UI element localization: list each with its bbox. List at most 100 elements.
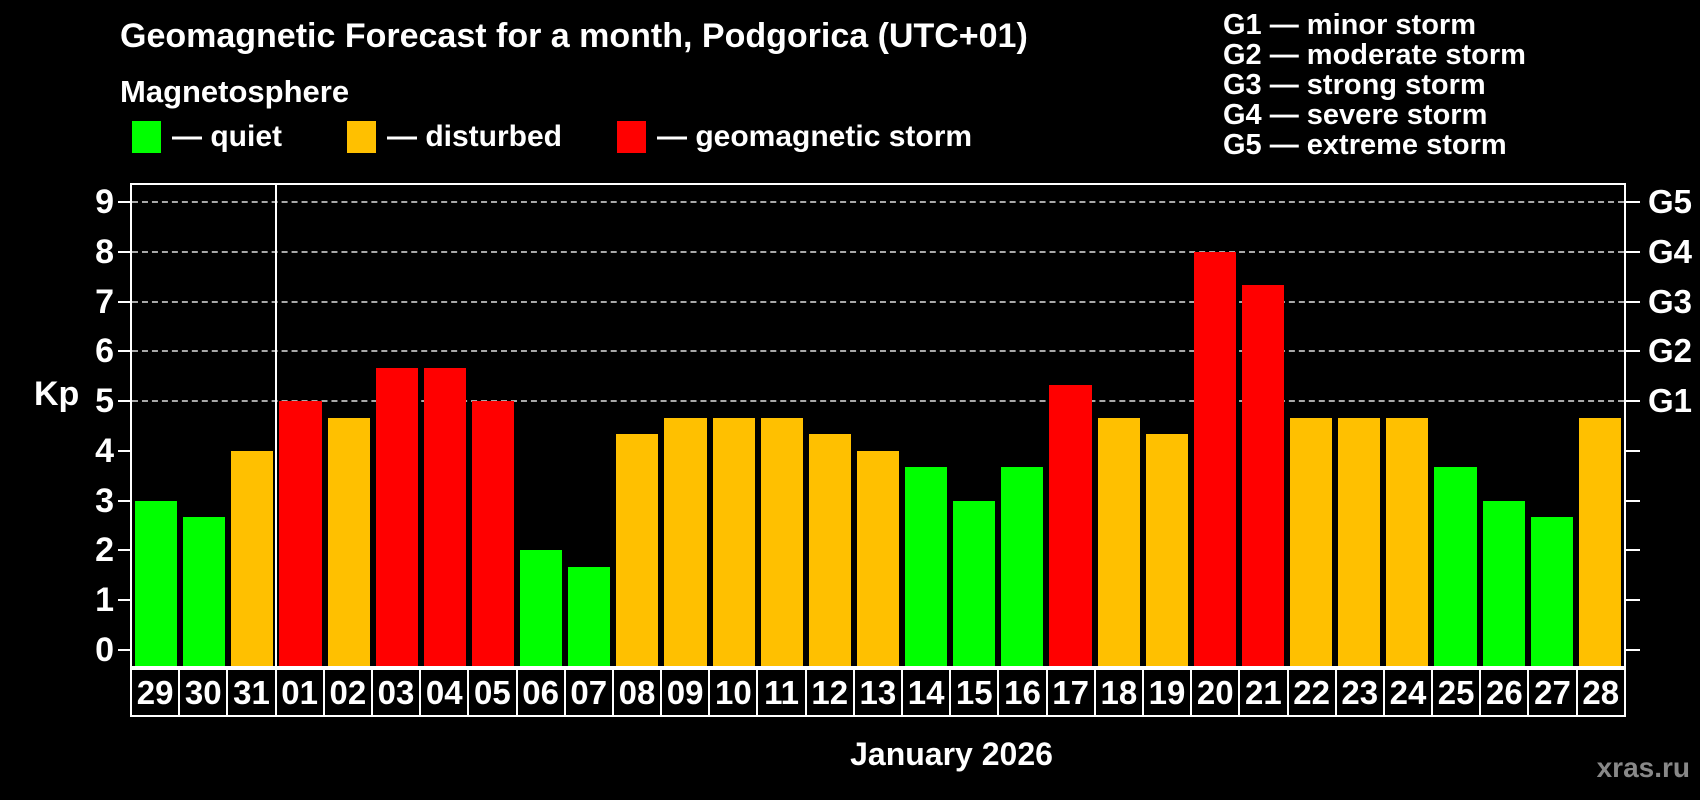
day-cell-20: 20 <box>1190 670 1238 715</box>
kp-bar-day-07 <box>568 566 611 666</box>
kp-bar-day-18 <box>1097 417 1140 666</box>
y-tick-left-0 <box>118 649 130 651</box>
day-cell-16: 16 <box>997 670 1045 715</box>
legend-item-disturbed: — disturbed <box>347 121 562 153</box>
y-tick-right-4 <box>1626 449 1640 452</box>
kp-bar-day-08 <box>616 434 659 666</box>
gridline-kp-6 <box>132 350 1624 353</box>
right-axis-label-g2: G2 <box>1648 332 1693 370</box>
x-axis-day-cells: 29 30 31 01 02 03 04 05 06 07 08 09 10 11 12 13 14 15 16 17… <box>130 668 1626 717</box>
y-tick-right-0 <box>1626 649 1640 651</box>
day-cell-26: 26 <box>1479 670 1527 715</box>
y-tick-label-3: 3 <box>95 481 114 520</box>
kp-bar-day-01 <box>279 401 322 666</box>
kp-bar-day-25 <box>1434 467 1477 666</box>
g-legend-line-g2: G2 — moderate storm <box>1223 39 1526 71</box>
gridline-kp-8 <box>132 250 1624 253</box>
kp-bar-day-29 <box>135 500 178 666</box>
legend-label-disturbed: — disturbed <box>387 120 563 153</box>
day-cell-03: 03 <box>370 670 419 715</box>
y-tick-label-2: 2 <box>95 531 114 570</box>
y-tick-right-1 <box>1626 599 1640 602</box>
day-cell-01: 01 <box>274 670 323 715</box>
day-cell-08: 08 <box>611 670 660 715</box>
g-legend-line-g3: G3 — strong storm <box>1223 69 1486 101</box>
day-cell-22: 22 <box>1286 670 1335 715</box>
day-cell-23: 23 <box>1334 670 1383 715</box>
right-axis-label-g1: G1 <box>1648 382 1693 420</box>
kp-bar-day-02 <box>327 417 370 666</box>
y-tick-right-2 <box>1626 549 1640 552</box>
kp-bar-day-13 <box>856 450 900 666</box>
y-tick-label-4: 4 <box>95 431 114 470</box>
y-tick-label-0: 0 <box>95 631 114 669</box>
kp-bar-day-06 <box>520 550 563 666</box>
day-cell-27: 27 <box>1527 670 1575 715</box>
kp-bar-day-19 <box>1145 434 1188 666</box>
day-cell-18: 18 <box>1093 670 1142 715</box>
kp-bar-day-14 <box>905 467 948 666</box>
y-tick-left-2 <box>118 549 130 552</box>
gridline-kp-9 <box>132 200 1624 203</box>
legend-label-storm: — geomagnetic storm <box>657 120 973 153</box>
quiet-color-swatch <box>132 121 161 153</box>
day-cell-17: 17 <box>1045 670 1094 715</box>
day-cell-06: 06 <box>515 670 564 715</box>
day-cell-19: 19 <box>1141 670 1190 715</box>
kp-bar-day-15 <box>953 500 996 666</box>
kp-bar-day-28 <box>1578 417 1621 666</box>
plot-area <box>130 183 1626 668</box>
g-legend-line-g4: G4 — severe storm <box>1223 99 1488 131</box>
kp-bar-day-09 <box>664 417 707 666</box>
kp-bar-day-16 <box>1001 467 1044 666</box>
disturbed-color-swatch <box>347 121 376 153</box>
day-cell-14: 14 <box>901 670 949 715</box>
y-tick-left-8 <box>118 250 130 253</box>
day-cell-21: 21 <box>1238 670 1286 715</box>
kp-bar-day-30 <box>183 517 226 666</box>
y-tick-right-3 <box>1626 499 1640 502</box>
watermark: xras.ru <box>1596 752 1690 783</box>
kp-bar-day-27 <box>1530 517 1573 666</box>
y-tick-right-7 <box>1626 300 1640 303</box>
kp-bar-day-21 <box>1241 285 1285 666</box>
y-tick-label-1: 1 <box>95 581 114 620</box>
right-axis-label-g3: G3 <box>1648 282 1693 320</box>
y-tick-label-7: 7 <box>95 282 114 321</box>
y-tick-label-5: 5 <box>95 382 114 421</box>
y-tick-left-7 <box>118 300 130 303</box>
y-tick-left-9 <box>118 200 130 203</box>
y-tick-left-6 <box>118 350 130 353</box>
legend-item-storm: — geomagnetic storm <box>617 121 972 153</box>
day-cell-31: 31 <box>226 670 274 715</box>
g-legend-line-g5: G5 — extreme storm <box>1223 129 1507 161</box>
legend-label-quiet: — quiet <box>172 120 282 153</box>
day-cell-29: 29 <box>136 673 174 711</box>
y-tick-left-3 <box>118 499 130 502</box>
y-tick-left-4 <box>118 449 130 452</box>
day-cell-04: 04 <box>419 670 467 715</box>
kp-bar-day-23 <box>1338 417 1381 666</box>
kp-bar-day-22 <box>1290 417 1333 666</box>
day-cell-30: 30 <box>178 670 226 715</box>
x-axis-title: January 2026 <box>850 736 1053 772</box>
kp-bar-day-05 <box>471 401 515 666</box>
y-tick-label-9: 9 <box>95 182 114 221</box>
day-cell-07: 07 <box>563 670 612 715</box>
y-tick-left-5 <box>118 400 130 403</box>
kp-bar-day-31 <box>231 450 274 666</box>
right-axis-label-g5: G5 <box>1648 182 1693 220</box>
y-tick-right-5 <box>1626 400 1640 403</box>
month-separator-line <box>275 185 278 666</box>
y-axis-title: Kp <box>34 375 80 413</box>
storm-color-swatch <box>617 121 646 153</box>
y-tick-left-1 <box>118 599 130 602</box>
day-cell-09: 09 <box>660 670 708 715</box>
kp-bar-day-17 <box>1049 384 1092 666</box>
kp-bar-day-03 <box>375 367 418 666</box>
day-cell-15: 15 <box>949 670 997 715</box>
subtitle-magnetosphere: Magnetosphere <box>120 74 350 109</box>
kp-bar-day-04 <box>423 367 466 666</box>
kp-bar-day-24 <box>1386 417 1429 666</box>
